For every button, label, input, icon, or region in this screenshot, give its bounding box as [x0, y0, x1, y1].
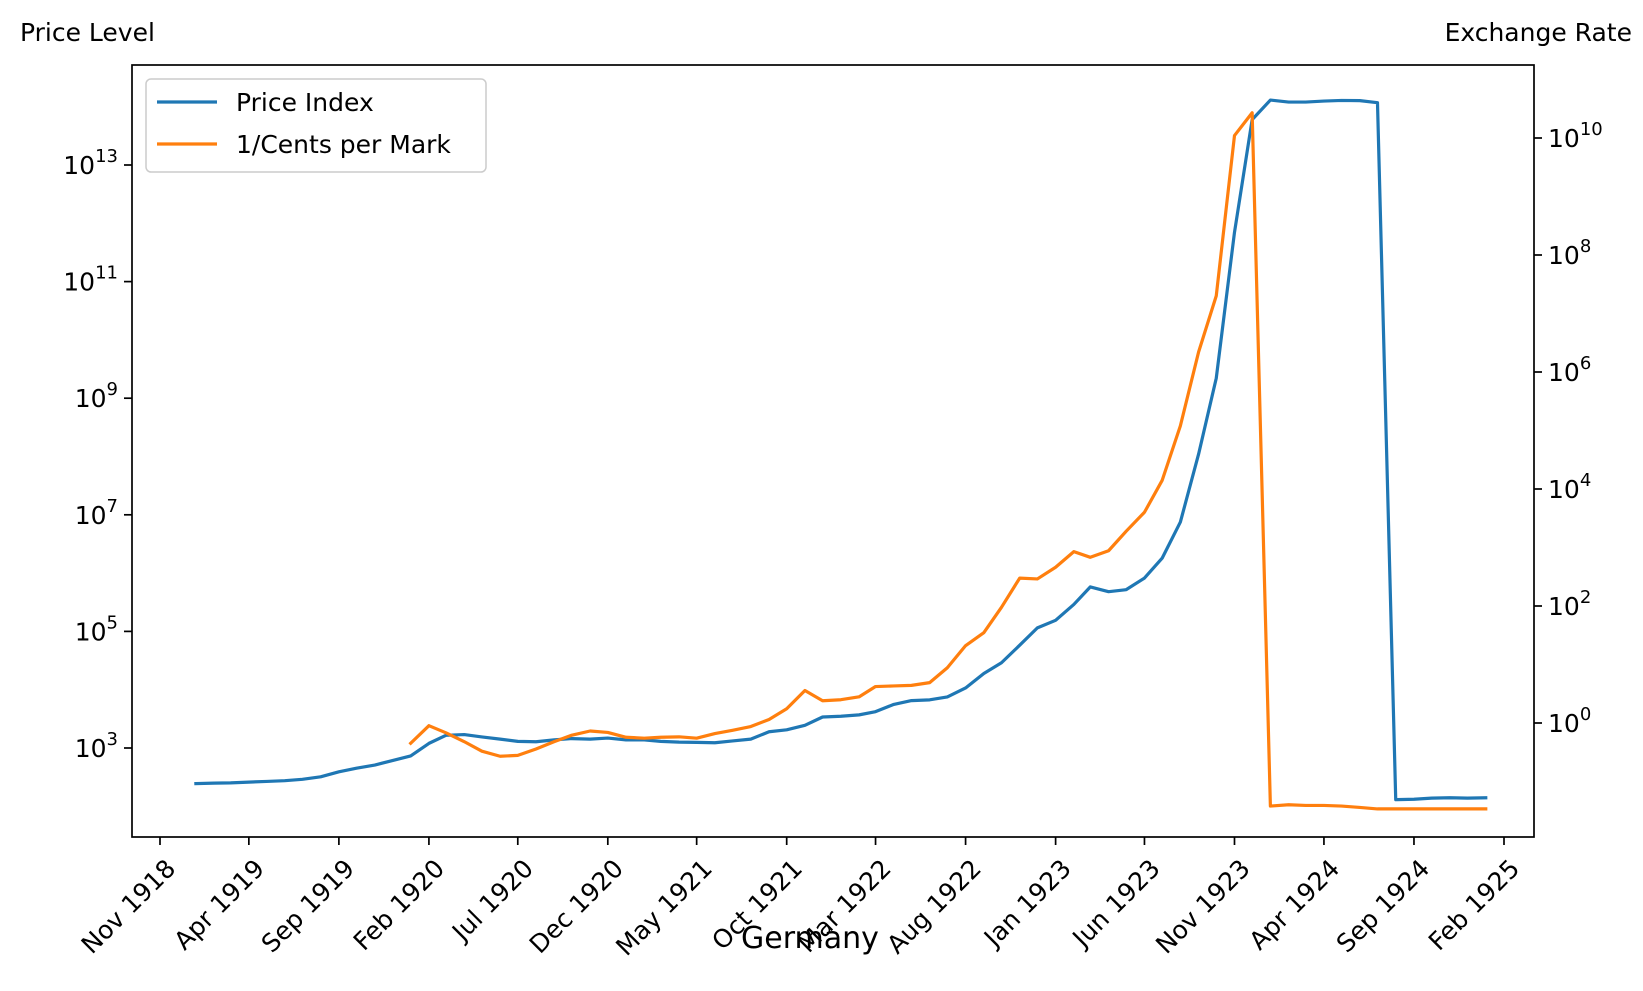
right-tick-label: 104	[1548, 470, 1591, 504]
left-y-axis: 103 105 107 109 1011 1013	[63, 146, 132, 763]
left-tick-label: 107	[75, 496, 118, 530]
legend-entry-label: 1/Cents per Mark	[236, 130, 451, 159]
right-tick-label: 106	[1548, 353, 1591, 387]
left-tick-label: 109	[75, 379, 118, 413]
left-tick-label: 103	[75, 729, 118, 763]
legend-box	[145, 78, 487, 173]
right-tick-label: 102	[1548, 587, 1591, 621]
series-layer	[194, 98, 1488, 811]
series-line-price-index	[194, 98, 1488, 802]
left-tick-label: 1011	[63, 263, 118, 297]
plot-frame	[131, 64, 1535, 838]
right-axis-title: Exchange Rate	[1445, 18, 1632, 47]
left-tick-label: 105	[75, 612, 118, 646]
legend: Price Index 1/Cents per Mark	[145, 78, 487, 173]
series-line-cents-per-mark	[408, 111, 1488, 811]
left-tick-label: 1013	[63, 146, 118, 180]
left-axis-title: Price Level	[20, 18, 155, 47]
right-tick-label: 1010	[1548, 119, 1603, 153]
right-tick-label: 100	[1548, 704, 1591, 738]
legend-entry-label: Price Index	[236, 88, 374, 117]
right-tick-label: 108	[1548, 236, 1591, 270]
right-y-axis: 100 102 104 106 108 1010	[1534, 119, 1603, 738]
chart-title: Germany	[741, 921, 879, 956]
